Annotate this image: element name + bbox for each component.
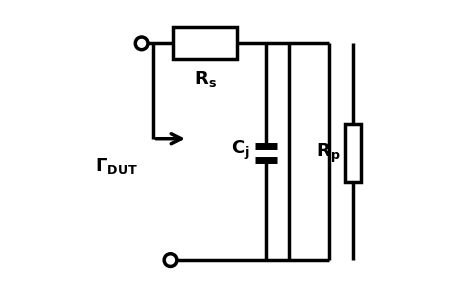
Text: $\mathbf{R_p}$: $\mathbf{R_p}$ bbox=[316, 142, 340, 165]
Bar bbox=[345, 124, 361, 182]
Text: $\mathbf{C_j}$: $\mathbf{C_j}$ bbox=[230, 139, 249, 162]
Bar bbox=[173, 27, 237, 59]
Text: $\mathbf{\Gamma_{DUT}}$: $\mathbf{\Gamma_{DUT}}$ bbox=[95, 156, 138, 176]
Text: $\mathbf{R_s}$: $\mathbf{R_s}$ bbox=[194, 69, 217, 89]
